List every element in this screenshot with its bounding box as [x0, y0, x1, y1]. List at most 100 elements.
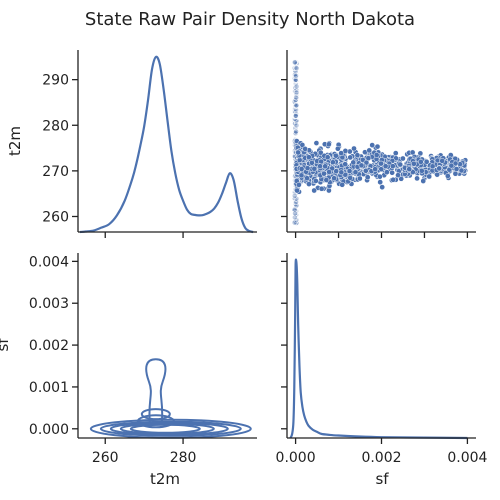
scatter-point [377, 179, 384, 185]
x-tick-marks-top-left [104, 232, 184, 238]
scatter-point [293, 73, 299, 79]
scatter-point [362, 167, 369, 174]
scatter-point [293, 65, 300, 72]
scatter-point [304, 175, 310, 182]
scatter-point [423, 158, 430, 165]
scatter-point [434, 171, 441, 178]
scatter-point [325, 141, 332, 148]
scatter-point [309, 159, 315, 166]
y-t2m-tick-label: 270 [42, 164, 69, 180]
scatter-point [384, 169, 390, 176]
scatter-point [302, 146, 308, 152]
scatter-point [326, 187, 332, 194]
x-axis-label-sf: sf [375, 470, 389, 488]
scatter-point [293, 122, 300, 129]
scatter-point [313, 140, 320, 146]
scatter-point [395, 172, 401, 179]
kde2d-contour [129, 423, 201, 434]
kde2d-contour [136, 414, 175, 429]
scatter-point [324, 154, 331, 161]
scatter-point [409, 149, 416, 156]
scatter-point [317, 149, 324, 156]
scatter-point [429, 163, 436, 170]
y-t2m-tick-label: 280 [42, 118, 69, 134]
scatter-point [373, 152, 380, 158]
scatter-point [397, 161, 404, 168]
scatter-point [326, 169, 332, 175]
x-axis-label-t2m: t2m [150, 470, 180, 488]
scatter-point [333, 152, 339, 159]
diag-kde-t2m-panel: 260 270 280 290 t2m [6, 50, 257, 238]
scatter-point [369, 142, 376, 148]
scatter-point [448, 162, 455, 169]
scatter-point [347, 154, 354, 161]
scatter-point [366, 147, 373, 154]
scatter-point [292, 210, 298, 217]
x-sf-tick-label: 0.002 [361, 450, 401, 466]
scatter-point [377, 173, 383, 180]
scatter-point [299, 142, 306, 148]
kde2d-contours [89, 358, 252, 439]
kde-curve-t2m [79, 55, 254, 234]
scatter-point [335, 145, 341, 152]
scatter-points [291, 59, 469, 227]
scatter-point [317, 163, 323, 170]
scatter-point [293, 83, 300, 90]
y-tick-marks-bottom-right [281, 260, 287, 430]
scatter-point [318, 185, 325, 192]
scatter-point [426, 173, 433, 180]
scatter-point [298, 172, 305, 179]
scatter-point [444, 173, 451, 179]
x-ticks-t2m: 260 280 [92, 438, 197, 466]
scatter-point [293, 94, 300, 101]
scatter-point [458, 167, 465, 174]
scatter-point [358, 162, 365, 169]
kde2d-contour [119, 422, 215, 435]
kde2d-contour-tail [145, 358, 167, 423]
scatter-point [347, 175, 354, 181]
y-tick-marks-top-right [281, 78, 287, 218]
scatter-point [406, 166, 413, 173]
y-t2m-tick-label: 290 [42, 73, 69, 89]
scatter-point [291, 219, 298, 226]
y-sf-tick-label: 0.004 [29, 254, 69, 270]
scatter-point [364, 174, 371, 181]
scatter-point [357, 175, 363, 182]
scatter-point [418, 159, 424, 165]
scatter-point [293, 128, 299, 135]
scatter-point [311, 187, 318, 194]
scatter-point [339, 181, 346, 188]
scatter-point [374, 143, 381, 150]
x-t2m-tick-label: 280 [170, 450, 197, 466]
diag-kde-sf-panel: 0.000 0.002 0.004 sf [276, 253, 488, 488]
scatter-point [331, 175, 337, 182]
scatter-point [311, 165, 318, 172]
x-tick-marks-top-right [294, 232, 469, 238]
scatter-point [323, 177, 330, 183]
x-sf-tick-label: 0.000 [276, 450, 316, 466]
scatter-point [296, 181, 302, 188]
kde2d-contour [109, 421, 229, 436]
y-axis-label-sf: sf [0, 338, 12, 352]
scatter-panel-sf-vs-t2m [281, 50, 476, 238]
kde2d-contour [140, 408, 171, 421]
y-sf-tick-label: 0.003 [29, 296, 69, 312]
scatter-point [322, 163, 329, 170]
scatter-point [293, 89, 300, 96]
y-axis-label-t2m: t2m [6, 126, 24, 156]
scatter-point [291, 59, 298, 66]
y-t2m-tick-label: 260 [42, 209, 69, 225]
scatter-point [350, 159, 357, 166]
scatter-point [291, 192, 298, 199]
scatter-point [293, 102, 300, 109]
scatter-point [414, 175, 420, 182]
scatter-point [305, 154, 312, 161]
scatter-point [306, 181, 312, 187]
y-sf-tick-label: 0.002 [29, 338, 69, 354]
scatter-point [354, 152, 361, 159]
scatter-point [372, 166, 378, 173]
scatter-point [382, 163, 389, 170]
scatter-point [452, 170, 459, 177]
scatter-point [379, 184, 386, 190]
